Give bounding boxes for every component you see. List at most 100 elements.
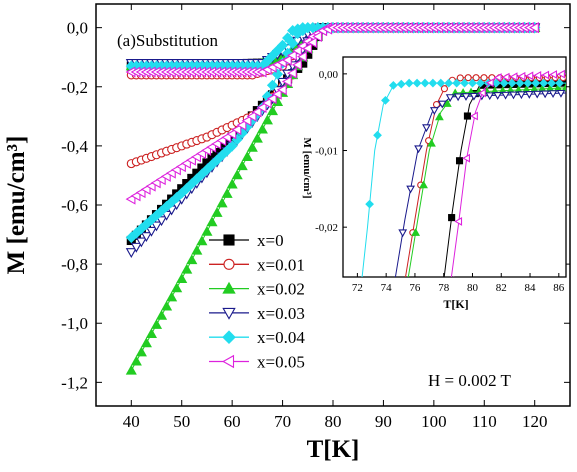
data-point [211,206,223,217]
data-point [221,188,233,198]
data-point [256,123,268,134]
data-point [271,88,282,100]
legend-marker [222,354,235,369]
inset-data-point [454,217,463,226]
x-tick-label: 100 [421,412,447,431]
inset-y-tick-label: -0,01 [315,146,338,158]
data-point [171,282,183,293]
data-point [140,337,152,348]
data-point [150,221,163,232]
inset-x-tick-label: 86 [553,282,565,294]
legend-marker [223,234,235,246]
x-tick-label: 120 [522,412,548,431]
inset-data-point [427,138,436,147]
x-tick-label: 70 [274,412,291,431]
data-point [196,235,208,246]
inset-data-point [509,91,518,100]
inset-y-tick-label: -0,02 [315,222,338,234]
y-tick-label: -0,8 [61,255,88,274]
data-point [241,151,253,161]
inset-data-point [373,130,382,140]
inset-data-point [419,180,428,189]
y-tick-label: -0,6 [61,196,88,215]
inset-plot: 72 74 76 78 80 82 84 86 0,00 -0,01 -0,02 T[K] M [e… [301,56,567,311]
data-point [130,242,142,253]
inset-series-x=0.03 [394,89,566,277]
inset-data-point [469,92,479,101]
inset-data-point [464,74,472,82]
inset-data-point [499,78,509,88]
data-point [135,346,147,357]
data-point [140,232,152,243]
data-point [251,132,263,143]
inset-data-point [404,78,414,88]
data-point [236,119,247,131]
inset-data-point [547,78,556,88]
legend-marker [222,330,236,344]
inset-data-point [557,69,565,79]
data-point [125,248,137,259]
inset-data-point [485,92,495,101]
data-point [231,124,242,136]
inset-data-point [396,79,406,89]
field-annotation: H = 0.002 T [428,371,512,390]
y-tick-label: -1,2 [61,373,88,392]
inset-data-point [501,91,510,100]
inset-data-point [455,157,464,165]
data-point [241,115,252,127]
main-plot: 40 50 60 70 80 90 100 110 120 0,0 -0,2 -0,4 -0,6 -0,8… [3,3,571,463]
inset-data-point [440,85,448,93]
inset-data-point [437,100,447,109]
legend-entry: x=0.02 [209,280,305,299]
data-point [281,75,292,87]
inset-data-point [398,229,408,238]
data-point [161,300,173,311]
inset-data-point [448,214,456,222]
inset-data-point [411,228,421,236]
legend: x=0 x=0.01 x=0.02 x=0.03 x=0.04 x=0.05 [209,231,305,372]
inset-x-tick-label: 82 [496,282,507,294]
x-tick-label: 40 [123,412,140,431]
legend-entry: x=0.05 [209,353,305,372]
data-point [145,328,158,339]
inset-data-point [444,78,454,88]
inset-data-point [561,83,566,91]
inset-data-point [525,71,534,81]
data-point [256,101,267,113]
data-point [266,79,279,91]
y-tick-label: -1,0 [61,314,88,333]
x-tick-label: 90 [375,412,392,431]
data-point [271,68,284,80]
data-point [231,169,243,180]
data-point [297,51,307,63]
data-point [276,39,289,51]
inset-data-point [460,78,469,88]
data-point [156,216,168,227]
data-point [226,128,237,140]
inset-data-point [548,90,558,99]
inset-data-point [470,111,478,121]
inset-data-point [541,70,550,80]
inset-data-point [556,89,566,98]
data-point [216,197,228,208]
x-tick-label: 60 [224,412,241,431]
inset-x-tick-label: 72 [352,282,363,294]
data-point [312,30,323,43]
data-point [226,178,238,189]
data-point [246,110,257,122]
inset-x-tick-label: 74 [381,282,393,294]
legend-label: x=0.03 [257,304,305,323]
inset-y-axis-label: M [emu/cm³] [301,137,313,198]
data-point [201,225,213,236]
data-point [251,106,262,118]
data-point [286,49,297,61]
inset-data-point [453,93,463,102]
data-point [176,273,188,284]
inset-data-point [456,74,464,82]
inset-data-point [555,78,564,88]
series-x=0.05-fc [125,22,539,205]
inset-data-point [435,112,444,121]
inset-data-point [515,78,525,88]
inset-data-point [462,153,470,163]
data-point [261,114,273,125]
